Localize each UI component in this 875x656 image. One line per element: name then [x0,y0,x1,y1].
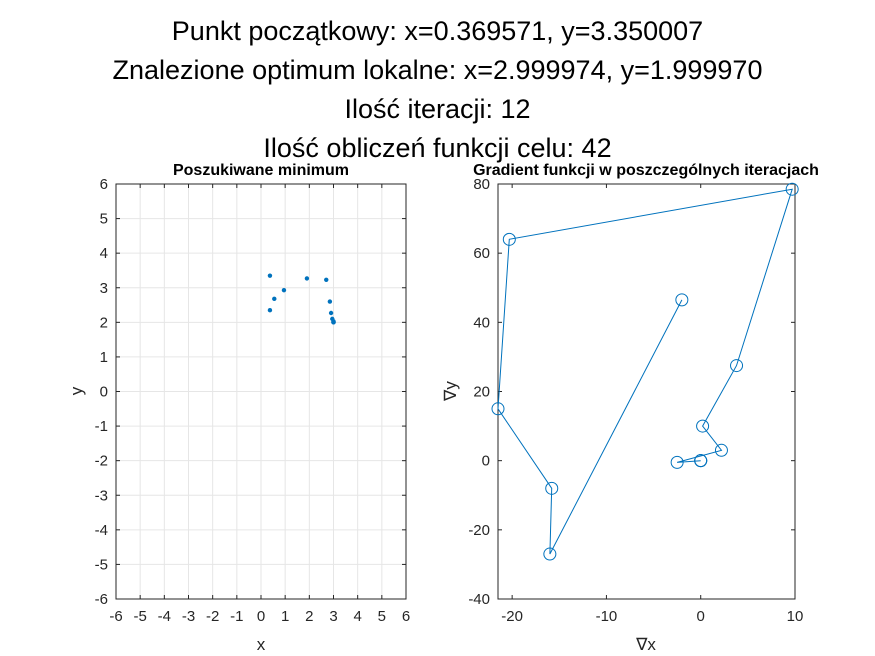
gradient-point-marker [545,481,559,495]
minimum-ytick-label: 3 [100,280,108,297]
minimum-points [267,273,336,325]
gradient-ticks: -20 -10 0 10 -40 -20 0 20 40 60 80 [468,176,803,625]
minimum-point [267,308,273,313]
gradient-point-marker [696,419,710,433]
gradient-ylabel: ∇y [441,381,460,402]
minimum-title: Poszukiwane minimum [173,162,349,179]
gradient-xtick-label: -20 [501,608,523,625]
minimum-xtick-label: 2 [305,608,313,625]
figure-title-line-1: Punkt początkowy: x=0.369571, y=3.350007 [171,16,704,46]
minimum-xtick-label: 4 [353,608,361,625]
minimum-xtick-label: 0 [257,608,265,625]
gradient-ytick-label: 40 [473,314,490,331]
gradient-ytick-label: 20 [473,384,490,401]
minimum-grid [116,184,406,599]
gradient-point-marker [543,547,557,561]
minimum-ytick-label: 6 [100,176,108,193]
minimum-point [267,273,273,278]
gradient-point-marker [670,455,684,469]
gradient-series [491,182,799,561]
gradient-title: Gradient funkcji w poszczególnych iterac… [473,162,819,179]
gradient-point-marker [694,454,708,468]
minimum-ytick-label: -1 [95,418,108,435]
gradient-ytick-label: 0 [482,453,490,470]
gradient-plot-area [498,184,795,599]
gradient-xtick-label: 10 [787,608,804,625]
minimum-ytick-label: 0 [100,384,108,401]
minimum-point [327,299,333,304]
minimum-xlabel: x [257,635,266,654]
gradient-xlabel: ∇x [635,635,656,654]
gradient-point-marker [502,232,516,246]
gradient-ytick-label: -20 [468,522,490,539]
minimum-point [304,276,310,281]
minimum-xtick-label: -4 [158,608,171,625]
minimum-point [281,287,287,293]
minimum-point [331,320,336,325]
minimum-point [324,277,329,282]
minimum-xtick-label: -5 [133,608,146,625]
minimum-xtick-label: 6 [402,608,410,625]
minimum-xtick-label: 1 [281,608,289,625]
figure-title-line-4: Ilość obliczeń funkcji celu: 42 [263,133,612,163]
minimum-point [328,310,334,316]
minimum-ytick-label: 4 [100,245,108,262]
minimum-ytick-label: -2 [95,453,108,470]
gradient-xtick-label: -10 [596,608,618,625]
gradient-ytick-label: 60 [473,245,490,262]
gradient-series-line [497,188,793,555]
minimum-xtick-label: -2 [206,608,219,625]
minimum-ytick-label: -3 [95,487,108,504]
minimum-ytick-label: -5 [95,556,108,573]
minimum-ytick-label: -4 [95,522,108,539]
gradient-ytick-label: -40 [468,591,490,608]
gradient-point-marker [714,443,728,457]
minimum-ytick-label: 1 [100,349,108,366]
minimum-ytick-label: -6 [95,591,108,608]
minimum-ytick-label: 2 [100,314,108,331]
gradient-point-marker [785,182,799,196]
gradient-xtick-label: 0 [697,608,705,625]
minimum-point [272,296,277,302]
minimum-xtick-label: 3 [329,608,337,625]
minimum-xtick-label: -3 [182,608,195,625]
gradient-point-marker [491,402,505,416]
gradient-point-marker [675,293,689,307]
gradient-point-marker [730,359,744,373]
minimum-ylabel: y [67,386,86,395]
minimum-xtick-label: 5 [378,608,386,625]
minimum-ytick-label: 5 [100,211,108,228]
minimum-xtick-label: -6 [109,608,122,625]
figure-title-line-3: Ilość iteracji: 12 [344,94,531,124]
gradient-axes: -20 -10 0 10 -40 -20 0 20 40 60 80 Gradient funkcj… [441,162,819,654]
minimum-xtick-label: -1 [230,608,243,625]
figure-title-line-2: Znalezione optimum lokalne: x=2.999974, … [112,55,763,85]
gradient-ytick-label: 80 [473,176,490,193]
